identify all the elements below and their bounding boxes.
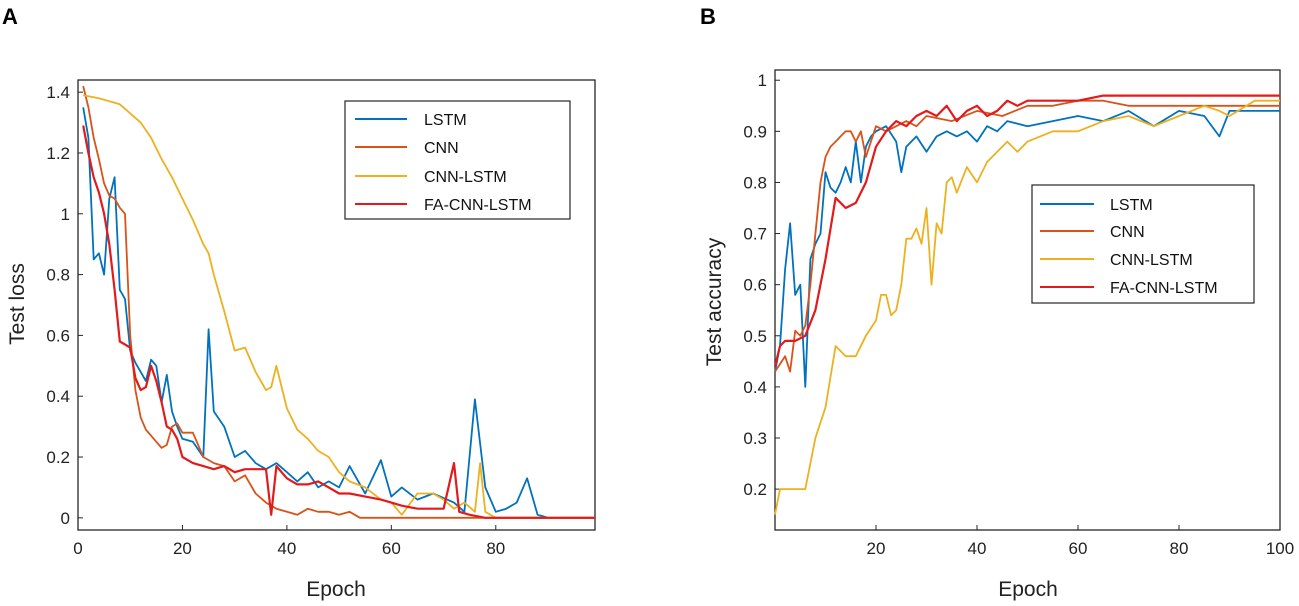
panel-a-ytick-label: 0.4 bbox=[46, 387, 70, 406]
panel-b-series-cnn bbox=[774, 99, 1280, 373]
panel-a-ytick-label: 1 bbox=[61, 205, 70, 224]
panel-b-ytick-label: 0.2 bbox=[743, 480, 767, 499]
panel-b-ytick-label: 0.8 bbox=[743, 173, 767, 192]
panel-b-ytick-label: 0.9 bbox=[743, 122, 767, 141]
panel-b-ytick-label: 0.4 bbox=[743, 378, 767, 397]
legend-b-label-lstm: LSTM bbox=[1110, 197, 1153, 214]
panel-a: A 0 20 40 60 80 0 0.2 0.4 0.6 0.8 1 1.2 1.4 Epoch Te… bbox=[2, 4, 596, 601]
panel-b-xtick-label: 100 bbox=[1266, 539, 1294, 558]
panel-b-ytick-label: 0.6 bbox=[743, 276, 767, 295]
panel-b-xtick-label: 20 bbox=[867, 539, 886, 558]
panel-a-xtick-label: 20 bbox=[173, 539, 192, 558]
panel-b-label: B bbox=[700, 4, 716, 29]
panel-a-xtick-label: 80 bbox=[486, 539, 505, 558]
panel-a-xtick-label: 0 bbox=[73, 539, 82, 558]
panel-b-ticks: 20 40 60 80 100 0.2 0.3 0.4 0.5 0.6 0.7 0.8 0.9 1 bbox=[743, 71, 1294, 558]
panel-b: B 20 40 60 80 100 0.2 0.3 0.4 0.5 0.6 0.7 0.8 0.9 1 E… bbox=[700, 4, 1294, 601]
panel-b-ytick-label: 0.3 bbox=[743, 429, 767, 448]
legend-b-label-cnn-lstm: CNN-LSTM bbox=[1110, 252, 1193, 269]
panel-a-series-cnn bbox=[82, 85, 595, 519]
panel-a-series bbox=[82, 85, 595, 519]
panel-b-ytick-label: 1 bbox=[758, 71, 767, 90]
legend-a-label-cnn: CNN bbox=[424, 140, 459, 157]
panel-a-ytick-label: 1.4 bbox=[46, 83, 70, 102]
legend-a-label-lstm: LSTM bbox=[424, 112, 467, 129]
panel-a-legend-box bbox=[344, 100, 571, 220]
legend-a-label-cnn-lstm: CNN-LSTM bbox=[424, 169, 507, 186]
panel-a-xlabel: Epoch bbox=[306, 578, 366, 601]
panel-a-legend: LSTM CNN CNN-LSTM FA-CNN-LSTM bbox=[344, 100, 571, 220]
panel-b-legend: LSTM CNN CNN-LSTM FA-CNN-LSTM bbox=[1031, 184, 1255, 304]
panel-a-xtick-label: 60 bbox=[382, 539, 401, 558]
panel-b-xlabel: Epoch bbox=[998, 578, 1058, 601]
panel-a-ticks: 0 20 40 60 80 0 0.2 0.4 0.6 0.8 1 1.2 1.4 bbox=[46, 83, 505, 558]
panel-a-series-fa-cnn-lstm bbox=[82, 125, 595, 519]
panel-b-series bbox=[773, 94, 1280, 515]
legend-b-label-fa-cnn-lstm: FA-CNN-LSTM bbox=[1110, 280, 1218, 297]
panel-a-label: A bbox=[2, 4, 18, 29]
panel-b-series-cnn-lstm bbox=[774, 99, 1280, 515]
panel-b-ylabel: Test accuracy bbox=[703, 237, 726, 366]
panel-a-xtick-label: 40 bbox=[277, 539, 296, 558]
panel-b-ytick-label: 0.7 bbox=[743, 225, 767, 244]
legend-b-label-cnn: CNN bbox=[1110, 224, 1145, 241]
panel-b-xtick-label: 40 bbox=[968, 539, 987, 558]
panel-a-ytick-label: 0.6 bbox=[46, 326, 70, 345]
panel-b-xtick-label: 60 bbox=[1069, 539, 1088, 558]
panel-a-ytick-label: 0.2 bbox=[46, 448, 70, 467]
panel-a-ylabel: Test loss bbox=[6, 263, 29, 345]
panel-a-ytick-label: 1.2 bbox=[46, 144, 70, 163]
panel-a-ytick-label: 0.8 bbox=[46, 266, 70, 285]
panel-a-plot-frame bbox=[77, 79, 596, 531]
panel-b-ytick-label: 0.5 bbox=[743, 327, 767, 346]
panel-b-xtick-label: 80 bbox=[1170, 539, 1189, 558]
legend-a-label-fa-cnn-lstm: FA-CNN-LSTM bbox=[424, 197, 532, 214]
panel-a-series-cnn-lstm bbox=[83, 94, 595, 519]
panel-b-plot-frame bbox=[774, 69, 1281, 531]
panel-b-series-fa-cnn-lstm bbox=[773, 94, 1280, 367]
panel-a-ytick-label: 0 bbox=[61, 509, 70, 528]
